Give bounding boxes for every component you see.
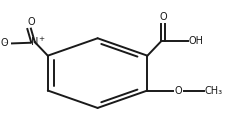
Text: O: O	[174, 86, 182, 95]
Text: O: O	[27, 17, 35, 27]
Text: N: N	[31, 37, 39, 47]
Text: O: O	[159, 12, 167, 22]
Text: ⁻: ⁻	[4, 39, 8, 48]
Text: O: O	[0, 38, 8, 48]
Text: CH₃: CH₃	[205, 86, 223, 95]
Text: +: +	[39, 36, 45, 42]
Text: OH: OH	[189, 36, 204, 47]
